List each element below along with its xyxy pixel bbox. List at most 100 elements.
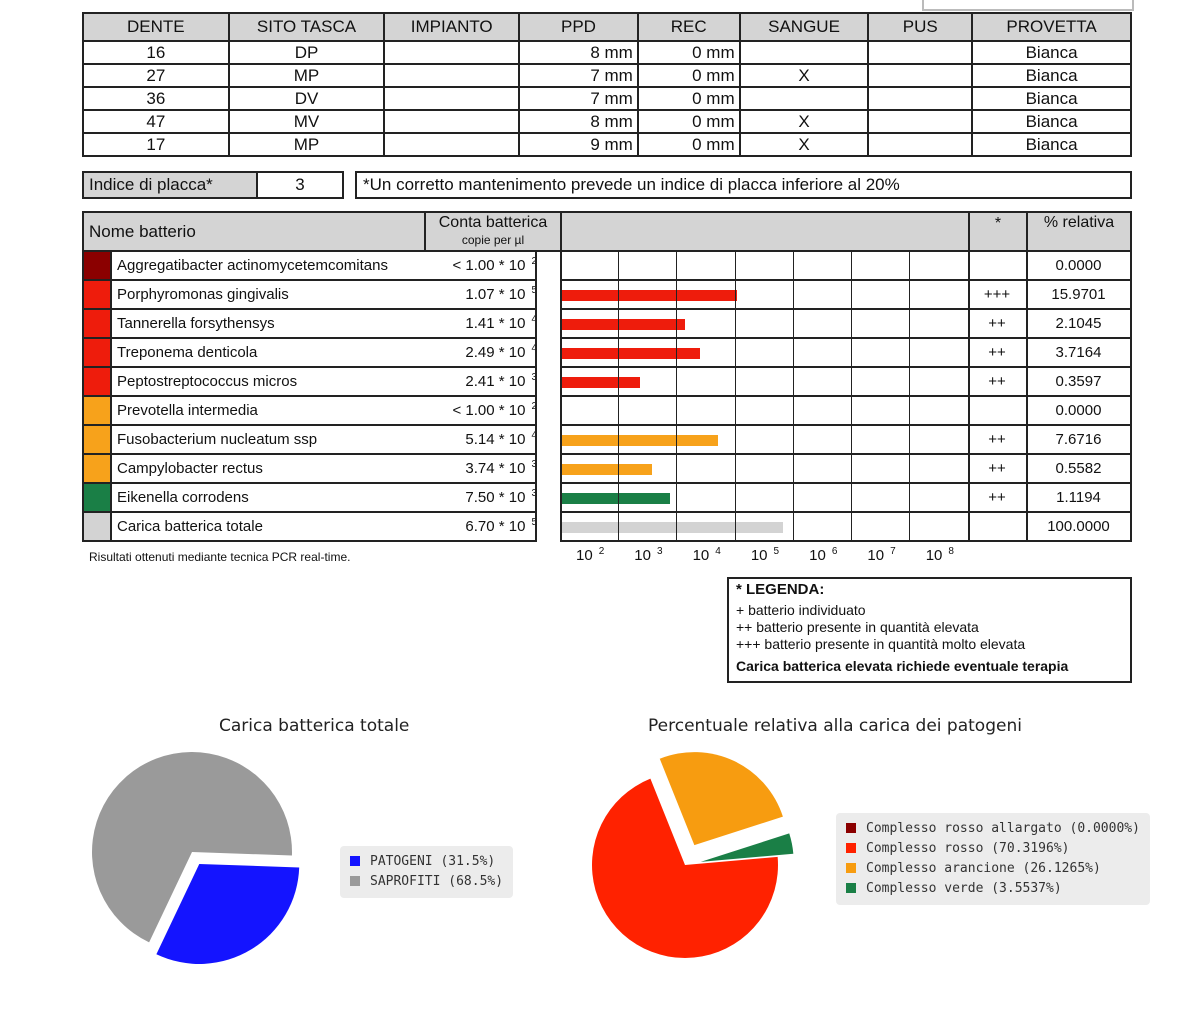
pie-legend-item: Complesso rosso allargato (0.0000%) <box>846 819 1140 839</box>
exam-cell: 7 mm <box>518 63 639 88</box>
bacterium-name: Aggregatibacter actinomycetemcomitans <box>117 257 388 274</box>
pie-slice <box>700 833 794 862</box>
legend-label: PATOGENI (31.5%) <box>370 854 496 869</box>
table-row: 16 DP 8 mm 0 mm Bianca <box>82 40 1132 65</box>
grid-line <box>618 252 619 542</box>
bacterium-count: 2.41 * 103 <box>425 372 537 390</box>
count-exponent: 2 <box>531 401 537 412</box>
bacterium-count: < 1.00 * 102 <box>425 401 537 419</box>
exam-cell: Bianca <box>971 109 1132 134</box>
bacterium-bar <box>560 348 700 359</box>
tick-exponent: 3 <box>656 546 663 557</box>
bacterium-relative: 0.0000 <box>1055 257 1102 274</box>
exam-cell: DP <box>227 40 386 65</box>
exam-cell <box>867 63 974 88</box>
pie2-chart <box>592 752 794 958</box>
bacterium-count: 5.14 * 104 <box>425 430 537 448</box>
legend-swatch <box>846 823 856 833</box>
pie-legend-item: PATOGENI (31.5%) <box>350 852 503 872</box>
bacterium-name: Tannerella forsythensys <box>117 315 275 332</box>
bacterium-name: Fusobacterium nucleatum ssp <box>117 431 318 448</box>
exam-cell: 27 <box>82 63 230 88</box>
bacterium-bar <box>560 493 670 504</box>
exam-cell <box>867 86 974 111</box>
pie1-legend: PATOGENI (31.5%) SAPROFITI (68.5%) <box>340 846 514 898</box>
bacterium-count: 1.07 * 105 <box>425 285 537 303</box>
exam-table-body: 16 DP 8 mm 0 mm Bianca 27 MP 7 mm 0 mm X Bianca 36 D… <box>82 40 1132 157</box>
exam-table-header: DENTE SITO TASCA IMPIANTO PPD REC SANGUE PUS PR… <box>82 12 1132 42</box>
tick-exponent: 4 <box>715 546 721 557</box>
column-separator <box>535 252 537 542</box>
legend-swatch <box>846 883 856 893</box>
legend-line: + batterio individuato <box>736 602 866 618</box>
complex-color-swatch <box>82 281 112 308</box>
bacterium-relative: 2.1045 <box>1055 315 1102 332</box>
exam-cell: 17 <box>82 132 230 157</box>
exam-cell <box>383 132 521 157</box>
bacterium-level: ++ <box>988 373 1006 390</box>
exam-cell: X <box>738 132 870 157</box>
grid-line <box>793 252 794 542</box>
exam-cell <box>383 63 521 88</box>
column-separator <box>1130 252 1132 542</box>
bacteria-name-header-text: Nome batterio <box>89 222 196 241</box>
exam-cell: 36 <box>82 86 230 111</box>
bacterium-name: Porphyromonas gingivalis <box>117 286 289 303</box>
complex-color-swatch <box>82 368 112 395</box>
complex-color-swatch <box>82 426 112 453</box>
legend-swatch <box>350 856 360 866</box>
bacterium-level: ++ <box>988 431 1006 448</box>
legend-footer: Carica batterica elevata richiede eventu… <box>736 658 1069 674</box>
count-exponent: 3 <box>531 459 537 470</box>
bacterium-count: 3.74 * 103 <box>425 459 537 477</box>
bacterium-relative: 7.6716 <box>1055 431 1102 448</box>
pie-legend-item: SAPROFITI (68.5%) <box>350 872 503 892</box>
exam-cell <box>383 86 521 111</box>
exam-header-3: PPD <box>518 12 639 42</box>
axis-tick-label: 10 4 <box>692 546 721 564</box>
list-item: Treponema denticola 2.49 * 104 ++ 3.7164 <box>82 339 1132 368</box>
exam-cell: 8 mm <box>518 109 639 134</box>
tick-exponent: 8 <box>948 546 954 557</box>
bacterium-relative: 0.0000 <box>1055 402 1102 419</box>
previous-section-border <box>922 0 1134 11</box>
list-item: Porphyromonas gingivalis 1.07 * 105 +++ 15.… <box>82 281 1132 310</box>
complex-color-swatch <box>82 455 112 482</box>
exam-cell: 7 mm <box>518 86 639 111</box>
star-header: * <box>968 211 1028 252</box>
count-exponent: 3 <box>531 488 537 499</box>
legend-label: Complesso arancione (26.1265%) <box>866 861 1101 876</box>
exam-cell: Bianca <box>971 132 1132 157</box>
bacterium-count: 1.41 * 104 <box>425 314 537 332</box>
exam-header-5: SANGUE <box>738 12 870 42</box>
pie-slice <box>592 778 778 958</box>
exam-cell: 16 <box>82 40 230 65</box>
table-row: 17 MP 9 mm 0 mm X Bianca <box>82 132 1132 157</box>
plaque-index-value: 3 <box>256 171 344 199</box>
legend-line: +++ batterio presente in quantità molto … <box>736 636 1026 652</box>
pie2-legend: Complesso rosso allargato (0.0000%) Compl… <box>836 813 1150 905</box>
bacterium-count: < 1.00 * 102 <box>425 256 537 274</box>
list-item: Aggregatibacter actinomycetemcomitans < 1… <box>82 252 1132 281</box>
complex-color-swatch <box>82 513 112 540</box>
bacterium-name: Campylobacter rectus <box>117 460 263 477</box>
column-separator <box>82 252 84 542</box>
axis-tick-label: 10 3 <box>634 546 663 564</box>
bacterium-name: Carica batterica totale <box>117 518 263 535</box>
count-header: Conta batterica copie per µl <box>424 211 562 252</box>
bar-chart-grid <box>560 252 969 542</box>
complex-color-swatch <box>82 252 112 279</box>
legend-swatch <box>350 876 360 886</box>
tick-exponent: 5 <box>773 546 780 557</box>
exam-cell: MV <box>227 109 386 134</box>
count-exponent: 4 <box>531 430 537 441</box>
legend-label: SAPROFITI (68.5%) <box>370 874 504 889</box>
count-exponent: 4 <box>531 314 537 325</box>
list-item: Tannerella forsythensys 1.41 * 104 ++ 2.104… <box>82 310 1132 339</box>
exam-cell: 9 mm <box>518 132 639 157</box>
column-separator <box>1026 252 1028 542</box>
column-separator <box>968 252 970 542</box>
legend-box: * LEGENDA: + batterio individuato ++ batt… <box>727 577 1132 683</box>
bacterium-bar <box>560 319 686 330</box>
exam-cell: 0 mm <box>636 63 741 88</box>
